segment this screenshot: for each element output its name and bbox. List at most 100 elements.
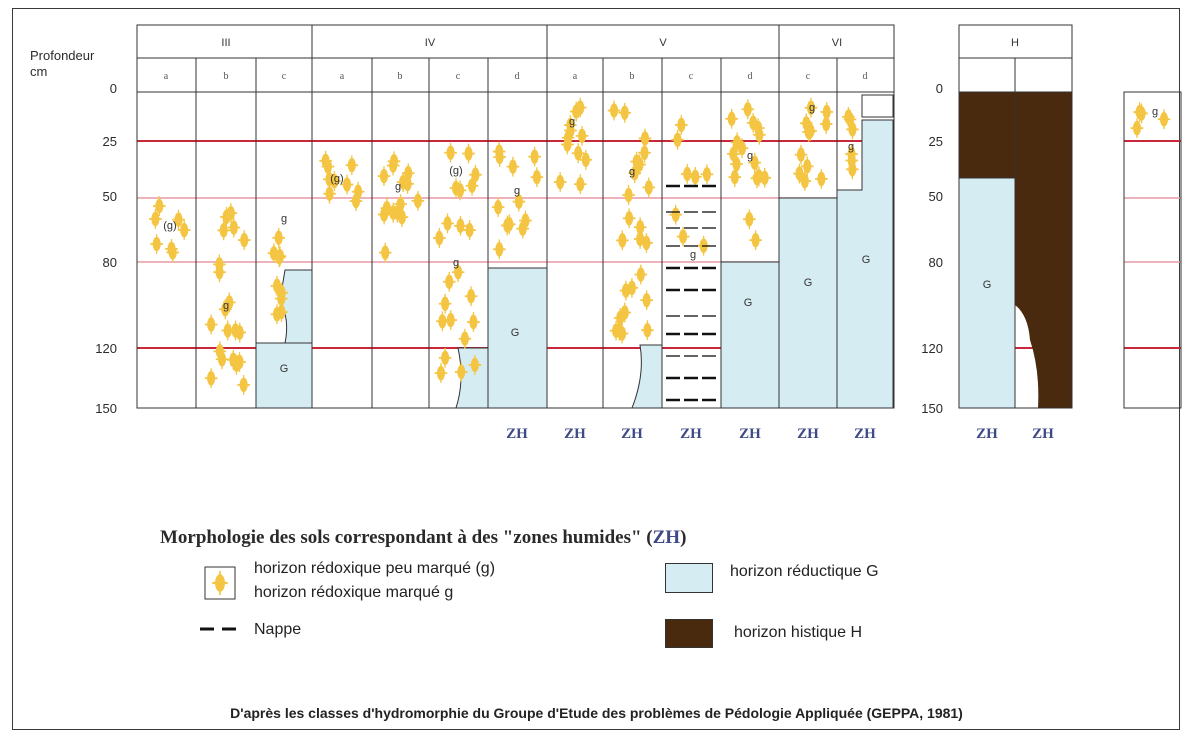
redox-mottle (321, 156, 335, 177)
redox-mottle (669, 204, 682, 225)
legend-reductic: horizon réductique G (730, 563, 879, 580)
redox-mottle (618, 302, 632, 323)
horizon-label-Vc: g (690, 249, 696, 261)
water-box-VId (861, 94, 894, 118)
depth-tick-label: 50 (103, 189, 117, 204)
redox-mottle (237, 374, 250, 395)
zh-label: ZH (564, 426, 586, 442)
redox-mottle (221, 320, 235, 341)
redox-mottle (442, 271, 456, 292)
redox-mottle (735, 138, 749, 159)
redox-mottle (454, 362, 468, 382)
class-label-H: H (1011, 37, 1019, 49)
class-label-V: V (659, 37, 667, 49)
redox-mottle (218, 299, 232, 320)
redox-mottle (323, 183, 336, 204)
redox-mottle (469, 164, 482, 185)
redox-mottle (640, 232, 653, 253)
redox-mottle (800, 156, 814, 177)
histic-H-right (1015, 92, 1072, 408)
redox-mottle (378, 242, 392, 263)
horizon-label-IIIc: g (281, 213, 287, 225)
redox-mottle (441, 213, 454, 234)
zh-label: ZH (739, 426, 761, 442)
redox-mottle (345, 155, 359, 176)
depth-tick-label: 25 (103, 134, 117, 149)
redox-mottle (351, 181, 365, 202)
zh-label: ZH (506, 426, 528, 442)
redox-mottle (453, 180, 467, 201)
horizon-label-Vd-G: G (744, 297, 753, 309)
depth-ticks-right: 0 25 50 80 120 150 (921, 81, 943, 416)
redox-mottle (454, 215, 467, 236)
legend-redox-strong: horizon rédoxique marqué g (254, 584, 454, 601)
redox-mottle (607, 100, 621, 121)
class-label-IV: IV (425, 37, 436, 49)
horizon-label-VIc: g (809, 102, 815, 114)
legend-caption: Morphologie des sols correspondant à des… (160, 527, 960, 549)
redox-mottle (798, 171, 812, 192)
caption-text: Morphologie des sols correspondant à des… (160, 527, 653, 548)
redox-mottle (700, 164, 714, 185)
zh-label: ZH (1032, 426, 1054, 442)
redox-mottle (491, 197, 505, 218)
redox-mottle (433, 228, 446, 248)
redox-mottle (530, 167, 544, 188)
class-header-row (136, 24, 895, 59)
redox-mottle (1135, 103, 1148, 124)
sub-label-IIIb: b (224, 71, 229, 82)
redox-mottle (463, 220, 476, 240)
redox-mottle (800, 113, 813, 134)
legend-reductic-swatch (665, 563, 713, 593)
redox-mottle (451, 262, 465, 283)
histic-H-left (959, 92, 1015, 178)
redox-mottle (671, 129, 684, 150)
depth-tick-label: 0 (936, 81, 943, 96)
redox-mottle (638, 128, 652, 149)
redox-mottle (750, 168, 764, 189)
redox-mottle (468, 355, 482, 375)
horizon-label-Vb: g (629, 166, 635, 178)
depth-tick-label: 80 (103, 255, 117, 270)
caption-close: ) (680, 527, 687, 548)
depth-ticks-left: 0 25 50 80 120 150 (95, 81, 117, 416)
redox-mottle (465, 175, 479, 196)
redox-mottle (165, 238, 178, 259)
horizon-label-IVd: g (514, 185, 520, 197)
redox-mottle (674, 115, 688, 135)
sub-label-Va: a (573, 71, 578, 82)
reductic-IIIc-upper (279, 269, 313, 344)
redox-mottle (622, 208, 636, 229)
redox-mottle (553, 172, 567, 192)
redox-mottle (237, 230, 251, 250)
profile-body (136, 91, 895, 409)
redox-mottle (573, 97, 587, 118)
legend-mottle-icon (212, 570, 228, 596)
zh-label: ZH (621, 426, 643, 442)
redox-mottle (519, 210, 532, 231)
redox-mottle (213, 254, 226, 275)
horizon-label-IIIb: g (223, 300, 229, 312)
redox-mottle (227, 349, 240, 370)
redox-mottle (328, 171, 341, 191)
extra-column (1123, 91, 1182, 409)
axis-title-unit: cm (30, 64, 47, 79)
zh-label: ZH (797, 426, 819, 442)
class-label-III: III (221, 37, 230, 49)
legend-histic-swatch (665, 619, 713, 648)
redox-mottle (458, 328, 472, 349)
sub-label-IIIc: c (282, 71, 287, 82)
redox-mottle (634, 264, 648, 285)
redox-mottle (793, 163, 806, 184)
sub-label-IVa: a (340, 71, 345, 82)
redox-mottle (512, 191, 526, 212)
redox-mottle (676, 226, 690, 247)
reductic-H-left (958, 177, 1016, 409)
redox-mottle (1157, 109, 1171, 130)
redox-mottle (561, 134, 574, 155)
redox-mottle (386, 202, 400, 223)
redox-mottle (574, 174, 587, 195)
zh-labels: ZH ZH ZH ZH ZH ZH ZH ZH ZH (506, 426, 1054, 442)
redox-mottle (467, 312, 480, 332)
